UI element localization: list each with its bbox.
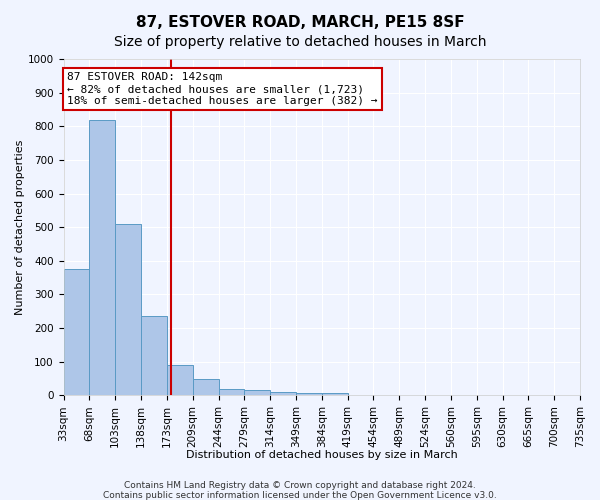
- Bar: [64, 269, 89, 396]
- Text: 87, ESTOVER ROAD, MARCH, PE15 8SF: 87, ESTOVER ROAD, MARCH, PE15 8SF: [136, 15, 464, 30]
- Bar: [89, 120, 115, 396]
- Bar: [322, 393, 347, 396]
- Bar: [115, 224, 141, 396]
- Text: Contains HM Land Registry data © Crown copyright and database right 2024.: Contains HM Land Registry data © Crown c…: [124, 481, 476, 490]
- X-axis label: Distribution of detached houses by size in March: Distribution of detached houses by size …: [186, 450, 458, 460]
- Text: Contains public sector information licensed under the Open Government Licence v3: Contains public sector information licen…: [103, 491, 497, 500]
- Bar: [218, 388, 244, 396]
- Bar: [296, 392, 322, 396]
- Bar: [167, 365, 193, 396]
- Text: 87 ESTOVER ROAD: 142sqm
← 82% of detached houses are smaller (1,723)
18% of semi: 87 ESTOVER ROAD: 142sqm ← 82% of detache…: [67, 72, 378, 106]
- Bar: [141, 316, 167, 396]
- Y-axis label: Number of detached properties: Number of detached properties: [15, 140, 25, 315]
- Bar: [244, 390, 270, 396]
- Text: Size of property relative to detached houses in March: Size of property relative to detached ho…: [114, 35, 486, 49]
- Bar: [193, 378, 218, 396]
- Bar: [270, 392, 296, 396]
